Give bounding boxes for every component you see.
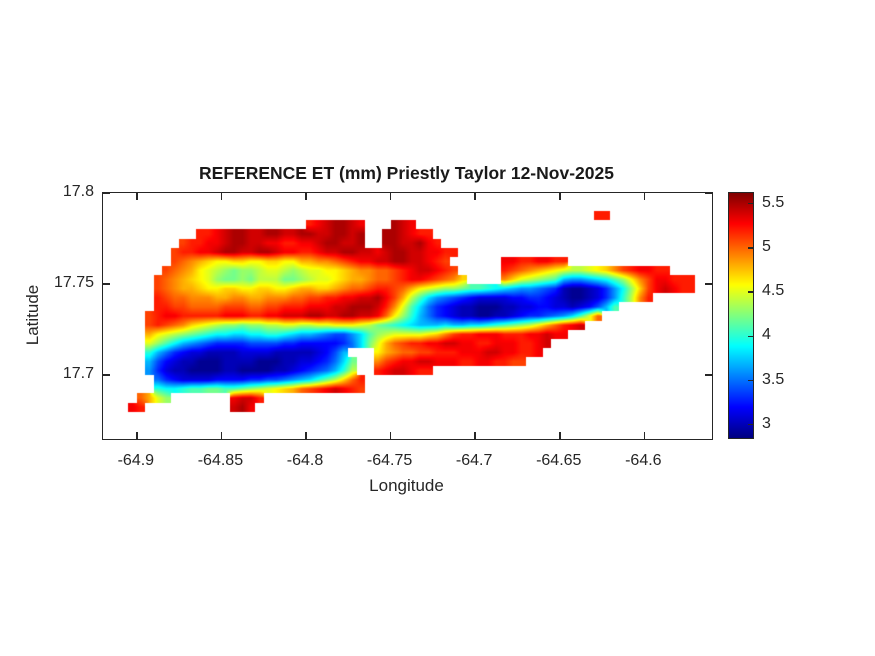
tick-mark bbox=[136, 193, 138, 200]
y-axis-label: Latitude bbox=[23, 284, 42, 346]
colorbar-tick-label: 4 bbox=[762, 326, 771, 344]
tick-mark bbox=[220, 432, 223, 439]
x-tick-label: -64.65 bbox=[536, 452, 582, 469]
tick-mark bbox=[705, 283, 712, 285]
tick-mark bbox=[559, 432, 561, 439]
tick-mark bbox=[705, 192, 712, 194]
x-tick-label: -64.7 bbox=[455, 452, 493, 469]
tick-mark bbox=[705, 374, 712, 376]
y-tick-label: 17.75 bbox=[53, 274, 94, 292]
tick-mark bbox=[305, 193, 307, 200]
tick-mark bbox=[220, 193, 223, 200]
x-tick-label: -64.8 bbox=[286, 452, 324, 469]
x-tick-label: -64.6 bbox=[625, 452, 662, 469]
tick-mark bbox=[559, 193, 561, 200]
tick-mark bbox=[103, 283, 110, 285]
tick-mark bbox=[103, 374, 110, 376]
chart-title: REFERENCE ET (mm) Priestly Taylor 12-Nov… bbox=[199, 163, 614, 183]
colorbar-tick-label: 3.5 bbox=[762, 370, 785, 388]
colorbar bbox=[728, 192, 754, 439]
y-tick-label: 17.7 bbox=[62, 365, 94, 383]
tick-mark bbox=[305, 432, 307, 439]
colorbar-tick-mark bbox=[748, 423, 753, 426]
tick-mark bbox=[389, 432, 392, 439]
colorbar-tick-mark bbox=[748, 335, 753, 338]
colorbar-tick-mark bbox=[748, 379, 753, 382]
colorbar-canvas bbox=[729, 193, 753, 438]
tick-mark bbox=[389, 193, 392, 200]
colorbar-tick-label: 5 bbox=[762, 237, 771, 255]
tick-mark bbox=[643, 432, 646, 439]
colorbar-tick-label: 5.5 bbox=[762, 193, 785, 211]
colorbar-tick-mark bbox=[748, 202, 753, 205]
x-tick-label: -64.9 bbox=[117, 452, 155, 469]
plot-area bbox=[102, 192, 713, 440]
colorbar-tick-label: 3 bbox=[762, 414, 771, 432]
x-axis-label: Longitude bbox=[369, 476, 444, 495]
y-tick-label: 17.8 bbox=[62, 183, 94, 200]
tick-mark bbox=[643, 193, 646, 200]
colorbar-tick-mark bbox=[748, 291, 753, 293]
x-tick-label: -64.85 bbox=[197, 452, 244, 469]
heatmap-canvas bbox=[103, 193, 712, 439]
tick-mark bbox=[136, 432, 138, 439]
tick-mark bbox=[474, 193, 476, 200]
tick-mark bbox=[474, 432, 476, 439]
colorbar-tick-mark bbox=[748, 247, 753, 249]
colorbar-tick-label: 4.5 bbox=[762, 282, 785, 300]
x-tick-label: -64.75 bbox=[366, 452, 413, 469]
tick-mark bbox=[103, 192, 110, 194]
